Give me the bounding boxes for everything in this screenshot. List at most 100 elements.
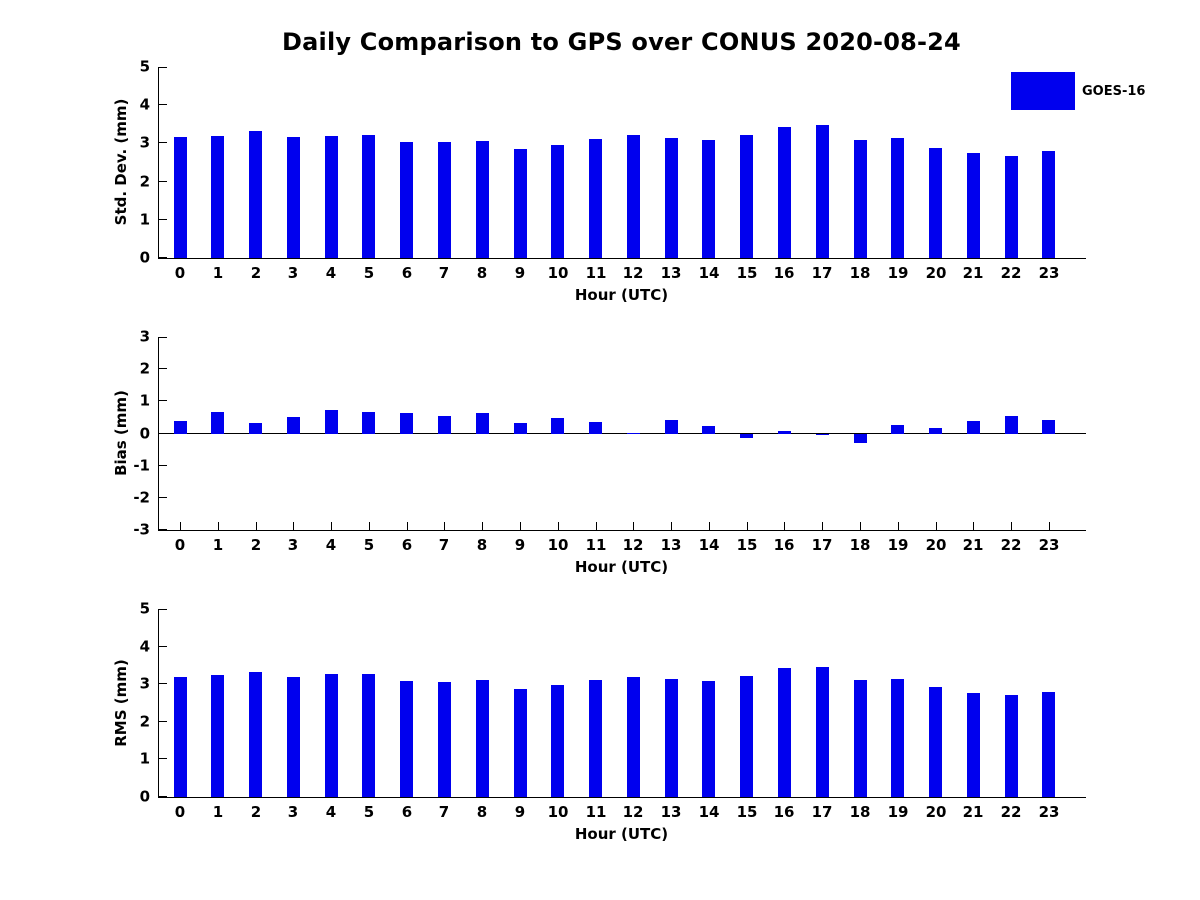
bar-hour-16: [778, 127, 791, 258]
plot-bias: -3 -2 -1 0 1 2 3 0 1 2 3 4 5 6 7 8 9 10 11 12 13 14 15 16 17 18 19…: [133, 329, 1086, 553]
y-tick-mark: [159, 104, 167, 105]
y-tick-mark: [159, 67, 167, 68]
x-tick-mark: [520, 522, 521, 530]
x-tick-mark: [898, 522, 899, 530]
y-tick-mark: [159, 142, 167, 143]
y-tick-label: 2: [139, 712, 150, 731]
x-tick-label: 9: [514, 264, 526, 282]
bar-hour-15: [740, 434, 753, 438]
x-tick-label: 19: [887, 264, 909, 282]
x-tick-label: 17: [811, 536, 833, 554]
x-tick-label: 21: [962, 803, 984, 821]
x-axis-label-rms: Hour (UTC): [574, 825, 669, 843]
bar-hour-13: [665, 420, 678, 434]
y-tick-mark: [159, 219, 167, 220]
bar-hour-19: [891, 425, 904, 434]
x-tick-label: 6: [401, 803, 413, 821]
y-tick-mark: [159, 609, 167, 610]
y-tick-mark: [159, 400, 167, 401]
bar-hour-18: [854, 680, 867, 797]
x-tick-label: 20: [925, 536, 947, 554]
x-tick-label: 9: [514, 536, 526, 554]
y-tick-mark: [159, 368, 167, 369]
bar-hour-8: [476, 141, 489, 258]
x-tick-label: 13: [660, 264, 682, 282]
x-tick-label: 6: [401, 536, 413, 554]
y-tick-label: 3: [139, 327, 150, 346]
bar-hour-22: [1005, 416, 1018, 434]
x-tick-label: 22: [1000, 264, 1022, 282]
y-tick-label: 5: [139, 57, 150, 76]
x-tick-label: 15: [736, 264, 758, 282]
y-tick-label: -2: [133, 488, 150, 507]
zero-baseline: [159, 433, 1086, 434]
x-tick-label: 11: [585, 264, 607, 282]
x-tick-label: 7: [438, 803, 450, 821]
x-tick-label: 11: [585, 536, 607, 554]
x-tick-label: 11: [585, 803, 607, 821]
x-tick-mark: [747, 522, 748, 530]
bar-hour-8: [476, 413, 489, 434]
x-tick-mark: [709, 522, 710, 530]
bar-hour-15: [740, 135, 753, 258]
bar-hour-22: [1005, 695, 1018, 797]
x-tick-label: 22: [1000, 536, 1022, 554]
bar-hour-23: [1042, 692, 1055, 797]
x-axis-label-stddev: Hour (UTC): [574, 286, 669, 304]
x-tick-label: 4: [325, 536, 337, 554]
bar-hour-12: [627, 135, 640, 258]
y-tick-label: 1: [139, 210, 150, 229]
x-tick-label: 21: [962, 536, 984, 554]
bar-hour-20: [929, 687, 942, 797]
x-tick-label: 0: [174, 536, 186, 554]
x-tick-mark: [822, 522, 823, 530]
x-tick-label: 14: [698, 264, 720, 282]
bar-hour-19: [891, 679, 904, 797]
x-tick-mark: [256, 522, 257, 530]
bar-hour-14: [702, 681, 715, 797]
x-tick-mark: [936, 522, 937, 530]
bar-hour-19: [891, 138, 904, 258]
bar-hour-20: [929, 148, 942, 258]
bar-hour-9: [514, 689, 527, 797]
x-tick-label: 10: [547, 803, 569, 821]
x-tick-label: 23: [1038, 536, 1060, 554]
bar-hour-17: [816, 125, 829, 258]
bar-hour-13: [665, 679, 678, 797]
x-tick-label: 2: [250, 803, 262, 821]
x-tick-label: 16: [773, 803, 795, 821]
bar-hour-2: [249, 423, 262, 434]
x-tick-label: 1: [212, 803, 224, 821]
bar-hour-13: [665, 138, 678, 258]
y-axis-label-rms: RMS (mm): [112, 659, 130, 747]
y-tick-label: 0: [139, 248, 150, 267]
bar-hour-12: [627, 677, 640, 797]
y-tick-mark: [159, 646, 167, 647]
bar-hour-0: [174, 677, 187, 797]
x-tick-mark: [671, 522, 672, 530]
y-tick-label: 3: [139, 674, 150, 693]
x-tick-label: 13: [660, 803, 682, 821]
x-tick-label: 22: [1000, 803, 1022, 821]
x-tick-mark: [180, 522, 181, 530]
bar-hour-6: [400, 681, 413, 797]
bar-hour-10: [551, 418, 564, 434]
y-tick-mark: [159, 257, 167, 258]
bar-hour-3: [287, 137, 300, 258]
x-tick-label: 23: [1038, 264, 1060, 282]
x-tick-label: 12: [622, 264, 644, 282]
x-tick-label: 10: [547, 264, 569, 282]
bar-hour-7: [438, 416, 451, 434]
x-tick-label: 19: [887, 803, 909, 821]
x-tick-mark: [369, 522, 370, 530]
x-tick-mark: [218, 522, 219, 530]
legend: GOES-16: [1011, 72, 1145, 110]
x-tick-mark: [596, 522, 597, 530]
y-tick-label: 1: [139, 391, 150, 410]
x-tick-mark: [860, 522, 861, 530]
bar-hour-8: [476, 680, 489, 797]
bar-hour-11: [589, 680, 602, 797]
bar-hour-4: [325, 674, 338, 797]
x-tick-label: 5: [363, 536, 375, 554]
